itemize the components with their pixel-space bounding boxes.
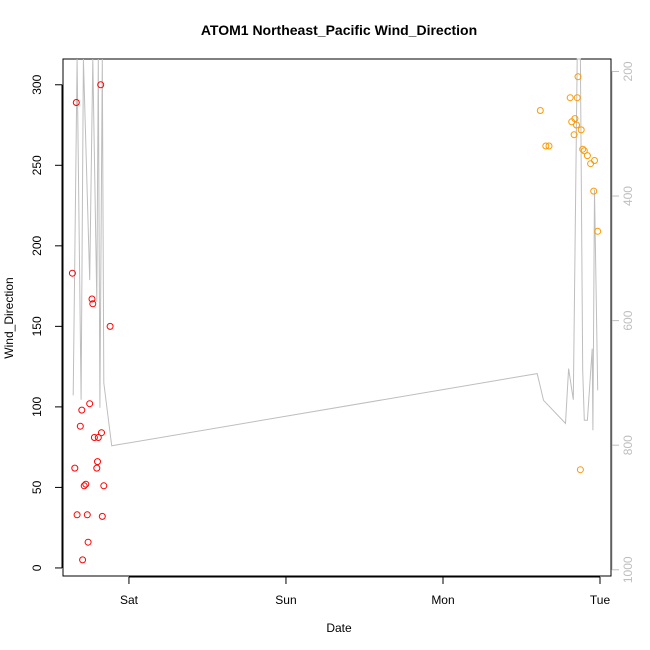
secondary-y-tick-label: 400 bbox=[621, 186, 635, 206]
x-tick-label: Sat bbox=[120, 593, 139, 607]
series-1-point bbox=[98, 429, 105, 437]
series-1-point bbox=[106, 322, 114, 330]
series-2-point bbox=[587, 160, 595, 168]
series-1-point bbox=[80, 482, 88, 490]
y-axis-label: Wind_Direction bbox=[2, 277, 16, 358]
series-2-point bbox=[577, 126, 585, 134]
series-2-point bbox=[591, 157, 598, 164]
series-1-point bbox=[88, 295, 96, 303]
series-2-point bbox=[574, 73, 582, 81]
series-2-point bbox=[542, 142, 550, 150]
series-2-point bbox=[571, 115, 579, 123]
series-2-point bbox=[590, 187, 598, 195]
series-1-point bbox=[73, 511, 81, 519]
series-2-point bbox=[573, 121, 580, 129]
series-2-point bbox=[573, 94, 581, 102]
series-1-point bbox=[94, 458, 101, 466]
plot-area bbox=[68, 58, 602, 564]
series-1-point bbox=[83, 511, 91, 519]
series-1-point bbox=[93, 464, 101, 472]
series-2-point bbox=[566, 94, 574, 102]
y-tick-label: 250 bbox=[30, 155, 44, 175]
series-1-point bbox=[68, 269, 76, 277]
secondary-y-tick-label: 600 bbox=[621, 310, 635, 330]
series-1-point bbox=[97, 81, 105, 89]
series-1-point bbox=[72, 99, 80, 106]
y-tick-label: 150 bbox=[30, 316, 44, 336]
series-1-point bbox=[78, 406, 86, 414]
series-1-point bbox=[79, 556, 87, 564]
series-2-point bbox=[580, 147, 588, 155]
y-tick-label: 200 bbox=[30, 235, 44, 255]
y-tick-label: 100 bbox=[30, 397, 44, 417]
series-1-point bbox=[98, 512, 106, 520]
series-1-point bbox=[89, 300, 97, 308]
x-axis: Sat Sun Mon Tue bbox=[120, 576, 611, 607]
series-1-point bbox=[86, 400, 94, 408]
x-tick-label: Tue bbox=[590, 593, 611, 607]
series-1-point bbox=[90, 434, 98, 441]
y-tick-label: 300 bbox=[30, 74, 44, 94]
y-tick-label: 0 bbox=[30, 564, 44, 571]
secondary-y-tick-label: 200 bbox=[621, 61, 635, 81]
secondary-series-line bbox=[72, 58, 599, 447]
plot-box bbox=[62, 58, 612, 577]
series-1-point bbox=[76, 422, 84, 430]
series-1-point bbox=[100, 482, 108, 490]
secondary-y-tick-label: 1000 bbox=[621, 556, 635, 583]
series-1-point bbox=[84, 538, 92, 546]
x-axis-label: Date bbox=[326, 621, 352, 635]
series-1-point bbox=[82, 480, 90, 488]
x-tick-label: Mon bbox=[431, 593, 454, 607]
series-2-point bbox=[583, 152, 591, 160]
series-2-point bbox=[576, 466, 584, 474]
series-2-point bbox=[579, 145, 587, 153]
secondary-y-axis: 200 400 600 800 1000 bbox=[611, 61, 635, 583]
series-1-point bbox=[94, 434, 102, 441]
y-tick-label: 50 bbox=[30, 480, 44, 494]
x-tick-label: Sun bbox=[275, 593, 296, 607]
series-1-point bbox=[71, 464, 79, 472]
secondary-y-tick-label: 800 bbox=[621, 435, 635, 455]
y-axis: 0 50 100 150 200 250 300 bbox=[30, 74, 63, 571]
series-2-point bbox=[570, 131, 578, 139]
chart-title: ATOM1 Northeast_Pacific Wind_Direction bbox=[201, 22, 477, 38]
series-2-point bbox=[594, 227, 602, 235]
series-2-point bbox=[545, 142, 553, 150]
series-2-point bbox=[536, 107, 544, 114]
